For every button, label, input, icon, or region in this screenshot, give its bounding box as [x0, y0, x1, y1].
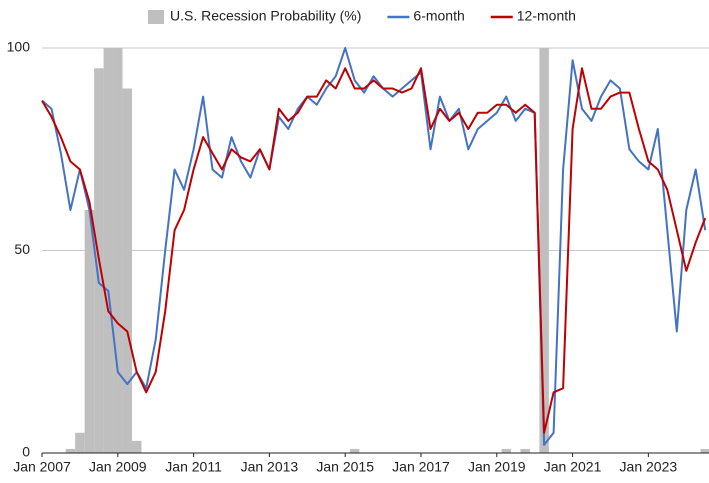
- legend-label: U.S. Recession Probability (%): [170, 8, 361, 24]
- recession-bar: [75, 432, 85, 453]
- recession-bar: [539, 48, 549, 453]
- recession-bar: [700, 448, 709, 453]
- legend-label: 6-month: [413, 8, 464, 24]
- x-tick-label: Jan 2009: [89, 459, 147, 475]
- recession-bar: [520, 448, 530, 453]
- recession-bar: [103, 48, 114, 453]
- recession-bar: [132, 440, 142, 453]
- recession-bar: [65, 448, 76, 453]
- recession-bar: [122, 88, 133, 453]
- y-tick-label: 0: [22, 444, 30, 460]
- legend-label: 12-month: [517, 8, 576, 24]
- x-tick-label: Jan 2015: [316, 459, 374, 475]
- x-tick-label: Jan 2011: [165, 459, 222, 475]
- series-line: [41, 67, 707, 434]
- recession-bar: [349, 448, 360, 453]
- y-tick-label: 100: [7, 39, 31, 55]
- x-tick-label: Jan 2007: [13, 459, 71, 475]
- recession-bar: [501, 448, 511, 453]
- x-tick-label: Jan 2023: [620, 459, 678, 475]
- recession-bar: [84, 210, 95, 453]
- y-tick-label: 50: [14, 241, 30, 257]
- x-tick-label: Jan 2017: [392, 459, 450, 475]
- legend-swatch: [148, 10, 164, 24]
- x-tick-label: Jan 2019: [468, 459, 526, 475]
- recession-bar: [113, 48, 123, 453]
- series-line: [41, 47, 707, 446]
- x-tick-label: Jan 2013: [241, 459, 299, 475]
- x-tick-label: Jan 2021: [544, 459, 602, 475]
